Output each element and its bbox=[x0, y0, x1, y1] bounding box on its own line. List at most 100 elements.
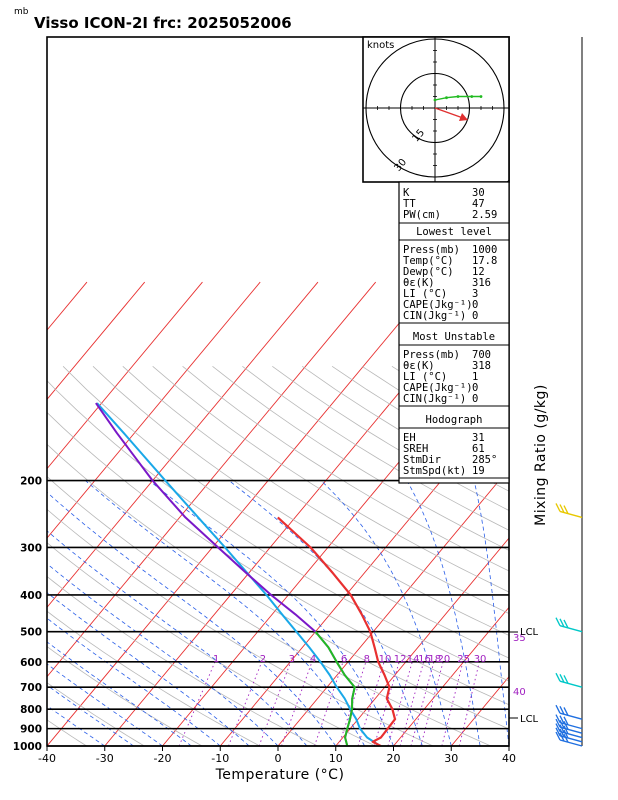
wind-barb-flag-850 bbox=[555, 704, 561, 714]
wind-barb-flag-900 bbox=[555, 714, 561, 723]
hodo-value-1: 61 bbox=[472, 443, 485, 455]
unit-label: mb bbox=[14, 7, 29, 17]
mixing-ratio-label-10: 10 bbox=[379, 654, 392, 665]
wind-barb-flag-900 bbox=[563, 716, 569, 726]
dry-adiabat-370 bbox=[122, 366, 509, 614]
moist-adiabat-5 bbox=[47, 530, 308, 746]
mixing-ratio-line-2 bbox=[228, 661, 263, 746]
marker-35: 35 bbox=[513, 633, 526, 644]
mixing-ratio-line-25 bbox=[441, 661, 464, 746]
unstable-section-title: Most Unstable bbox=[413, 331, 495, 343]
lowest-label-3: θε(K) bbox=[403, 277, 435, 289]
temperature-line bbox=[277, 516, 397, 746]
isotherm-40 bbox=[508, 745, 509, 746]
lowest-label-2: Dewp(°C) bbox=[403, 266, 454, 278]
lowest-label-1: Temp(°C) bbox=[403, 255, 454, 267]
mixing-ratio-line-20 bbox=[420, 661, 444, 746]
unstable-label-1: θε(K) bbox=[403, 360, 435, 372]
lowest-value-2: 12 bbox=[472, 266, 485, 278]
wind-barb-flag-925 bbox=[563, 721, 569, 730]
top-value-0: 30 bbox=[472, 187, 485, 199]
pressure-label-200: 200 bbox=[20, 476, 42, 488]
wind-barb-flag-975 bbox=[555, 727, 561, 737]
mixing-ratio-line-16 bbox=[399, 661, 425, 746]
lowest-label-4: LI (°C) bbox=[403, 288, 447, 300]
pressure-axis-ticks: 200 300 400 500 600 700 800 900 1000 bbox=[13, 476, 42, 753]
mixing-ratio-line-4 bbox=[281, 661, 313, 746]
dry-adiabats bbox=[47, 365, 509, 746]
pressure-label-700: 700 bbox=[20, 682, 42, 694]
moist-adiabat--5 bbox=[47, 591, 250, 746]
lowest-value-0: 1000 bbox=[472, 244, 497, 256]
isotherm--10 bbox=[219, 398, 509, 746]
wind-barb-flag-975 bbox=[559, 728, 565, 738]
chart-title: Visso ICON-2I frc: 2025052006 bbox=[34, 14, 292, 32]
pressure-label-800: 800 bbox=[20, 704, 42, 716]
hodo-label-2: StmDir bbox=[403, 454, 441, 466]
dry-adiabat-330 bbox=[47, 411, 509, 706]
x-tick-label-0: 0 bbox=[275, 752, 282, 765]
hodo-label-0: EH bbox=[403, 432, 416, 444]
unstable-value-1: 318 bbox=[472, 360, 491, 372]
wind-barb-flag-950 bbox=[563, 725, 569, 735]
dry-adiabat-360 bbox=[92, 366, 509, 636]
lowest-value-1: 17.8 bbox=[472, 255, 497, 267]
pressure-label-600: 600 bbox=[20, 657, 42, 669]
mixing-ratio-line-12 bbox=[373, 661, 400, 746]
wind-barb-flag-950 bbox=[559, 724, 565, 733]
lcl-label-upper: LCL bbox=[520, 627, 539, 638]
mixing-ratio-line-6 bbox=[314, 661, 344, 746]
unstable-value-2: 1 bbox=[472, 371, 478, 383]
isotherm--50 bbox=[47, 281, 377, 678]
x-tick-label-30: 30 bbox=[444, 752, 458, 765]
wind-barb-flag-500 bbox=[559, 618, 565, 628]
isotherm--110 bbox=[0, 282, 29, 746]
mixing-ratio-label-16: 16 bbox=[418, 654, 431, 665]
top-label-2: PW(cm) bbox=[403, 209, 441, 221]
unstable-value-4: 0 bbox=[472, 393, 478, 405]
wind-barb-flag-1000 bbox=[555, 731, 561, 741]
moist-adiabat-25 bbox=[228, 480, 423, 746]
dry-adiabat-340 bbox=[47, 380, 509, 682]
dry-adiabat-320 bbox=[47, 443, 509, 730]
isotherm-lines bbox=[0, 281, 509, 746]
hodograph-ring-label-45: 45 bbox=[375, 186, 392, 203]
hodo-label-3: StmSpd(kt) bbox=[403, 465, 466, 477]
hodograph-point bbox=[456, 95, 460, 98]
mixing-ratio-label-6: 6 bbox=[341, 654, 347, 665]
x-tick-label--40: -40 bbox=[38, 752, 56, 765]
unstable-value-0: 700 bbox=[472, 349, 491, 361]
dry-adiabat-250 bbox=[47, 682, 145, 746]
hodograph-panel bbox=[362, 36, 510, 183]
dry-adiabat-390 bbox=[182, 365, 509, 572]
hodograph-units: knots bbox=[367, 40, 394, 51]
mixing-ratio-line-8 bbox=[338, 661, 367, 746]
unstable-label-0: Press(mb) bbox=[403, 349, 460, 361]
hodo-value-2: 285° bbox=[472, 454, 497, 466]
mixing-ratio-label-4: 4 bbox=[310, 654, 316, 665]
lowest-section-title: Lowest level bbox=[416, 226, 492, 238]
moist-adiabat-10 bbox=[47, 491, 337, 746]
wind-barb-flag-850 bbox=[559, 706, 565, 715]
lifted-parcel-line bbox=[96, 402, 381, 746]
sounding-profiles bbox=[95, 402, 397, 746]
moist-adiabats bbox=[47, 480, 509, 746]
mixing-ratio-line-3 bbox=[258, 661, 292, 746]
isotherm--100 bbox=[47, 281, 88, 331]
dry-adiabat-380 bbox=[152, 365, 509, 593]
wind-barb-flag-250 bbox=[559, 504, 565, 513]
top-value-2: 2.59 bbox=[472, 209, 497, 221]
pressure-label-300: 300 bbox=[20, 542, 42, 554]
lowest-label-5: CAPE(Jkg⁻¹) bbox=[403, 299, 473, 311]
mixing-ratio-label-18: 18 bbox=[428, 654, 441, 665]
unstable-label-4: CIN(Jkg⁻¹) bbox=[403, 393, 466, 405]
lowest-value-4: 3 bbox=[472, 288, 478, 300]
lowest-label-0: Press(mb) bbox=[403, 244, 460, 256]
mixing-ratio-label-1: 1 bbox=[213, 654, 219, 665]
isotherm--70 bbox=[47, 281, 261, 539]
isotherm-20 bbox=[393, 606, 509, 746]
wind-barb-flag-850 bbox=[563, 707, 569, 716]
dewpoint-line bbox=[314, 631, 356, 746]
